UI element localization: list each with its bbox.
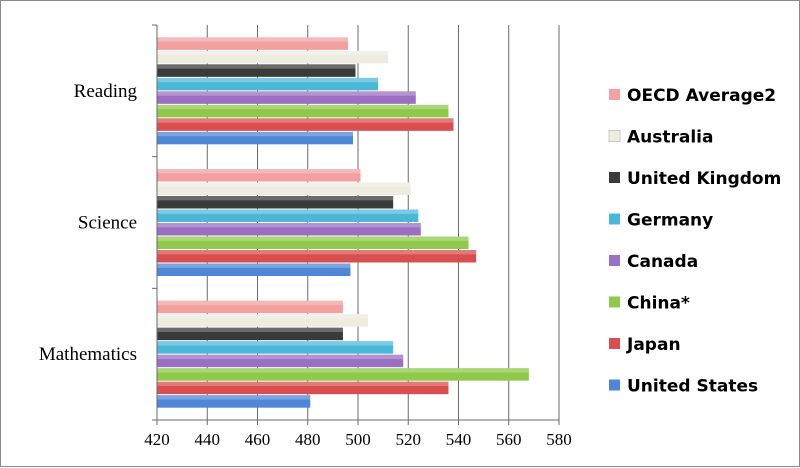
x-tick-label-420: 420 xyxy=(144,430,170,449)
bar-mathematics-united-kingdom xyxy=(157,327,343,341)
legend-swatch-canada xyxy=(609,255,620,266)
legend-swatch-china xyxy=(609,296,620,308)
bar-highlight-mathematics-united-states xyxy=(157,395,311,400)
legend-label-oecd-average2: OECD Average2 xyxy=(627,86,776,106)
bar-highlight-science-australia xyxy=(157,182,411,187)
bar-reading-united-states xyxy=(157,131,353,145)
x-tick-label-460: 460 xyxy=(245,430,271,449)
x-tick-label-520: 520 xyxy=(396,430,422,449)
bar-highlight-mathematics-united-kingdom xyxy=(157,327,343,333)
bar-highlight-mathematics-canada xyxy=(157,354,404,360)
bar-highlight-science-japan xyxy=(157,250,477,255)
legend-label-china: China* xyxy=(627,294,690,314)
legend-swatch-united-kingdom xyxy=(609,172,620,183)
bar-reading-china xyxy=(157,104,449,118)
bar-mathematics-china xyxy=(157,368,529,381)
bar-science-united-states xyxy=(157,263,351,276)
gridlines xyxy=(206,25,560,420)
bar-highlight-mathematics-japan xyxy=(157,381,449,387)
bar-highlight-science-china xyxy=(157,236,469,241)
bar-science-united-kingdom xyxy=(157,196,394,209)
bar-highlight-science-united-kingdom xyxy=(157,196,394,201)
bar-highlight-science-germany xyxy=(157,209,419,214)
x-tick-label-540: 540 xyxy=(446,430,472,449)
bar-highlight-reading-united-kingdom xyxy=(157,64,356,69)
legend-swatch-united-states xyxy=(609,379,620,391)
bar-reading-japan xyxy=(157,118,454,131)
bar-highlight-mathematics-australia xyxy=(157,314,369,319)
bar-reading-germany xyxy=(157,77,379,91)
axes xyxy=(152,24,560,425)
bar-highlight-science-united-states xyxy=(157,263,351,268)
legend-swatch-japan xyxy=(609,338,620,349)
category-label-reading: Reading xyxy=(74,81,138,102)
bar-highlight-reading-china xyxy=(157,104,449,110)
bar-mathematics-japan xyxy=(157,381,449,395)
x-tick-label-480: 480 xyxy=(295,430,321,449)
category-labels: Mathematics Science Reading xyxy=(39,81,138,365)
legend: OECD Average2 Australia United Kingdom Germ… xyxy=(608,86,781,397)
legend-label-united-states: United States xyxy=(627,377,758,397)
bar-science-oecd-average2 xyxy=(157,169,361,182)
bar-series xyxy=(157,37,529,408)
x-tick-label-440: 440 xyxy=(195,430,221,449)
bar-highlight-science-canada xyxy=(157,223,421,228)
category-label-science: Science xyxy=(78,213,137,234)
bar-science-canada xyxy=(157,223,421,236)
bar-science-china xyxy=(157,236,469,249)
bar-mathematics-oecd-average2 xyxy=(157,300,343,314)
legend-label-japan: Japan xyxy=(626,335,681,355)
bar-highlight-mathematics-germany xyxy=(157,341,394,346)
legend-label-canada: Canada xyxy=(627,252,698,272)
bar-science-germany xyxy=(157,209,419,222)
category-label-mathematics: Mathematics xyxy=(39,344,137,365)
bar-highlight-reading-canada xyxy=(157,91,416,96)
legend-swatch-germany xyxy=(609,213,620,225)
bar-mathematics-united-states xyxy=(157,395,311,408)
bar-highlight-science-oecd-average2 xyxy=(157,169,361,174)
bar-highlight-mathematics-china xyxy=(157,368,529,373)
bar-highlight-reading-united-states xyxy=(157,131,353,137)
legend-label-united-kingdom: United Kingdom xyxy=(627,169,781,189)
x-tick-labels: 420 440 460 480 500 520 540 560 580 xyxy=(144,430,572,449)
bar-mathematics-canada xyxy=(157,354,404,368)
legend-label-germany: Germany xyxy=(627,211,713,231)
bar-highlight-reading-oecd-average2 xyxy=(157,37,348,42)
bar-reading-united-kingdom xyxy=(157,64,356,77)
bar-mathematics-australia xyxy=(157,314,369,327)
legend-label-australia: Australia xyxy=(627,128,714,148)
bar-mathematics-germany xyxy=(157,341,394,354)
x-tick-label-560: 560 xyxy=(496,430,522,449)
x-tick-label-580: 580 xyxy=(546,430,572,449)
bar-highlight-reading-japan xyxy=(157,118,454,123)
legend-swatch-oecd-average2 xyxy=(609,89,620,100)
bar-reading-oecd-average2 xyxy=(157,37,348,50)
bar-science-australia xyxy=(157,182,411,195)
bar-reading-australia xyxy=(157,50,389,64)
bar-science-japan xyxy=(157,250,477,263)
bar-highlight-reading-australia xyxy=(157,50,389,56)
bar-reading-canada xyxy=(157,91,416,104)
x-tick-label-500: 500 xyxy=(345,430,371,449)
bar-highlight-reading-germany xyxy=(157,77,379,83)
bar-highlight-mathematics-oecd-average2 xyxy=(157,300,343,306)
legend-swatch-australia xyxy=(608,130,621,142)
